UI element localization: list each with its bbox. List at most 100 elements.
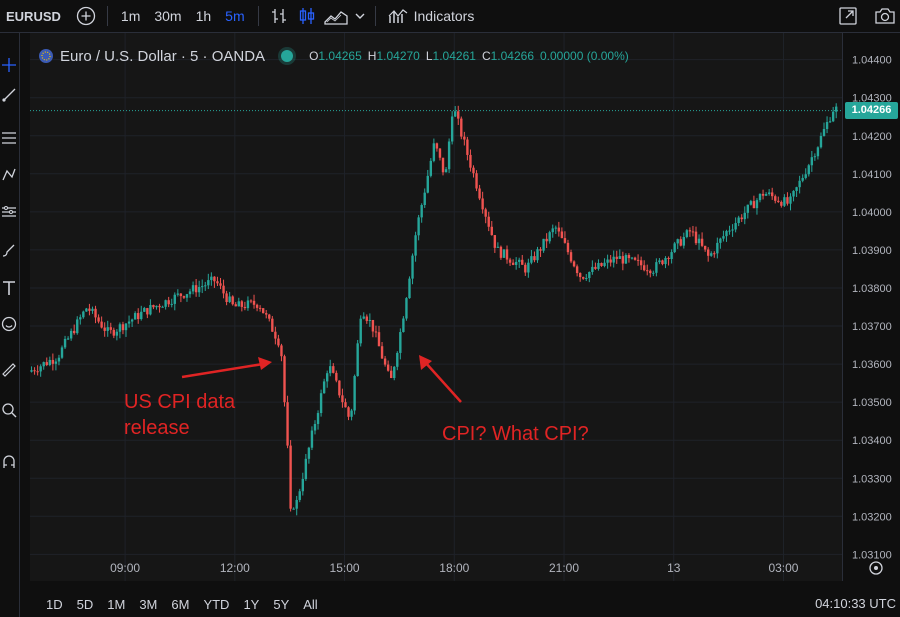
candle-body: [274, 331, 277, 339]
crosshair-tool[interactable]: [0, 55, 18, 75]
zoom-tool[interactable]: [0, 400, 18, 420]
candle-body: [246, 300, 250, 309]
range-all[interactable]: All: [303, 597, 318, 612]
candle-body: [383, 358, 387, 365]
candle-body: [277, 338, 280, 346]
candle-body: [347, 407, 350, 417]
candle-body: [460, 118, 463, 137]
prediction-tool[interactable]: [0, 202, 18, 222]
trend-line-icon: [2, 88, 16, 102]
candle-body: [130, 319, 134, 322]
camera-icon: [875, 8, 895, 24]
candle-body: [414, 235, 417, 256]
candle-body: [313, 423, 317, 431]
candle-body: [72, 330, 76, 334]
text-tool[interactable]: [0, 278, 18, 298]
candle-body: [569, 252, 573, 262]
y-tick-label: 1.03600: [852, 359, 892, 371]
symbol-title[interactable]: Euro / U.S. Dollar · 5 · OANDA: [60, 47, 266, 65]
timeframe-30m[interactable]: 30m: [154, 8, 182, 24]
brush-tool[interactable]: [0, 240, 18, 260]
candle-body: [30, 370, 33, 372]
range-ytd[interactable]: YTD: [203, 597, 230, 612]
range-1y[interactable]: 1Y: [243, 597, 260, 612]
candle-body: [51, 359, 55, 364]
candle-body: [350, 410, 353, 417]
candle-body: [804, 174, 807, 178]
ruler-icon: [2, 363, 16, 377]
candle-body: [828, 121, 832, 123]
utc-clock[interactable]: 04:10:33 UTC: [815, 596, 896, 611]
trend-line-tool[interactable]: [0, 85, 18, 105]
fib-tool[interactable]: [0, 128, 18, 148]
indicators-label: Indicators: [413, 8, 475, 24]
compare-symbol-button[interactable]: [71, 0, 101, 33]
bar-chart-type-button[interactable]: [265, 0, 293, 33]
candle-body: [831, 111, 835, 122]
range-3m[interactable]: 3M: [139, 597, 158, 612]
indicators-button[interactable]: Indicators: [382, 0, 481, 33]
candle-body: [548, 232, 551, 242]
candle-body: [137, 313, 140, 320]
chart-type-dropdown[interactable]: [351, 0, 369, 33]
range-6m[interactable]: 6M: [171, 597, 190, 612]
candle-body: [115, 331, 119, 336]
candle-body: [329, 366, 332, 374]
x-tick-label: 15:00: [330, 561, 360, 575]
x-tick-label: 09:00: [110, 561, 140, 575]
candle-body: [469, 154, 472, 168]
candle-body: [609, 259, 612, 263]
timeframe-1h[interactable]: 1h: [195, 8, 212, 24]
candle-body: [353, 376, 356, 411]
gear-icon-center: [874, 566, 878, 570]
low-value: 1.04261: [432, 49, 476, 63]
candle-body: [514, 261, 518, 265]
candle-body: [432, 143, 436, 161]
candle-body: [798, 180, 801, 188]
change-value: 0.00000 (0.00%): [540, 49, 629, 63]
range-5y[interactable]: 5Y: [273, 597, 290, 612]
candle-body: [33, 370, 36, 372]
candle-body: [716, 242, 719, 254]
candle-body: [332, 366, 335, 373]
candle-body: [697, 238, 701, 244]
range-5d[interactable]: 5D: [76, 597, 94, 612]
candle-body: [191, 285, 195, 292]
candle-body: [371, 319, 375, 332]
annotation-cpi-release: US CPI data release: [124, 391, 236, 439]
indicators-icon: [388, 9, 407, 23]
pattern-tool[interactable]: [0, 164, 18, 184]
candle-body: [615, 256, 618, 259]
candle-body: [146, 308, 149, 315]
snapshot-expand-button[interactable]: [836, 0, 860, 33]
candle-body: [325, 373, 329, 382]
candle-body: [304, 458, 308, 480]
emoji-tool[interactable]: [0, 314, 18, 334]
bottom-toolbar: 1D 5D 1M 3M 6M YTD 1Y 5Y All 04:10:33 UT…: [30, 592, 900, 617]
ruler-tool[interactable]: [0, 360, 18, 380]
chart-settings-button[interactable]: [869, 561, 883, 575]
price-axis[interactable]: [842, 33, 900, 581]
candle-body: [298, 491, 301, 500]
candle-body: [91, 308, 94, 311]
range-1m[interactable]: 1M: [107, 597, 126, 612]
y-tick-label: 1.03800: [852, 283, 892, 295]
top-toolbar: EURUSD 1m 30m 1h 5m Indicators: [0, 0, 900, 33]
timeframe-1m[interactable]: 1m: [120, 8, 141, 24]
candle-body: [649, 270, 652, 274]
candle-body: [292, 508, 295, 510]
candle-body: [749, 201, 753, 205]
area-chart-type-button[interactable]: [321, 0, 351, 33]
symbol-button[interactable]: EURUSD: [6, 8, 61, 24]
market-status-dot[interactable]: [281, 50, 294, 62]
candle-body: [667, 257, 670, 260]
candle-body: [496, 246, 500, 248]
timeframe-5m[interactable]: 5m: [225, 8, 245, 24]
range-1d[interactable]: 1D: [46, 597, 63, 612]
candle-body: [121, 324, 125, 331]
candle-chart-type-button[interactable]: [293, 0, 321, 33]
magnet-tool[interactable]: [0, 452, 18, 472]
camera-button[interactable]: [872, 0, 898, 33]
expand-icon: [839, 7, 857, 25]
